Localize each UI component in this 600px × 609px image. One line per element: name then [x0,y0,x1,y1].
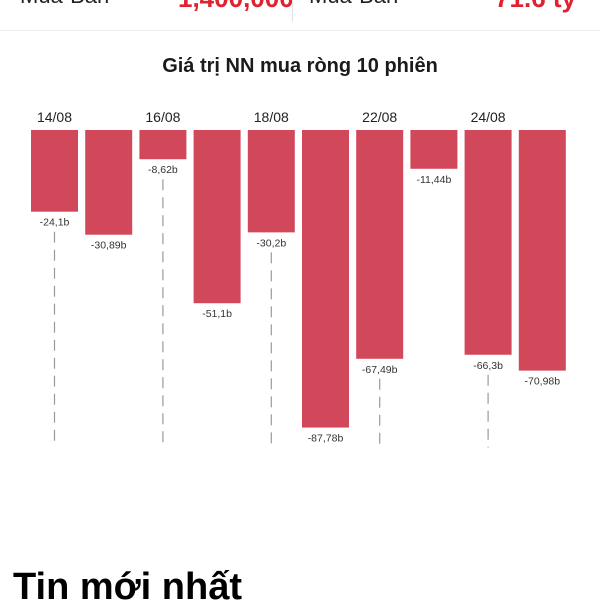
net-foreign-buy-chart: -24,1b -30,89b -8,62b -51,1b -30,2b -87,78b -6… [31,109,566,448]
summary-row: Mua-Bán 1,400,000 Mua-Bán 71.6 tỷ [0,0,600,24]
date-label: 22/08 [362,109,397,125]
left-stat-label: Mua-Bán [20,0,109,9]
bar-value-label: -70,98b [524,376,560,388]
date-label: 18/08 [254,109,289,125]
bar-14/08 [31,130,78,212]
right-stat-value: 71.6 tỷ [495,0,576,14]
chart-title: Giá trị NN mua ròng 10 phiên [162,55,438,77]
bar-value-label: -8,62b [148,164,178,176]
bar-15/08 [85,130,133,235]
bar-24/08 [464,130,512,355]
date-label: 16/08 [145,109,180,125]
bar-25/08 [518,130,566,371]
bar-value-label: -30,2b [256,237,286,249]
bar-value-label: -51,1b [202,308,232,320]
date-label: 24/08 [471,109,506,125]
bar-18/08 [247,130,295,233]
stat-divider [292,0,293,22]
bar-value-label: -87,78b [308,433,344,445]
section-divider [0,30,600,31]
bar-value-label: -67,49b [362,364,398,376]
date-label: 14/08 [37,109,72,125]
latest-news-heading[interactable]: Tin mới nhất [13,566,242,608]
left-stat-value: 1,400,000 [178,0,294,14]
bar-21/08 [302,130,349,428]
bar-17/08 [193,130,241,304]
bar-value-label: -30,89b [91,240,127,252]
bar-23/08 [410,130,458,169]
bar-22/08 [356,130,404,359]
bar-16/08 [139,130,187,160]
right-stat-label: Mua-Bán [309,0,398,9]
bar-value-label: -66,3b [473,360,503,372]
bar-value-label: -11,44b [416,174,451,186]
bar-value-label: -24,1b [40,217,70,229]
